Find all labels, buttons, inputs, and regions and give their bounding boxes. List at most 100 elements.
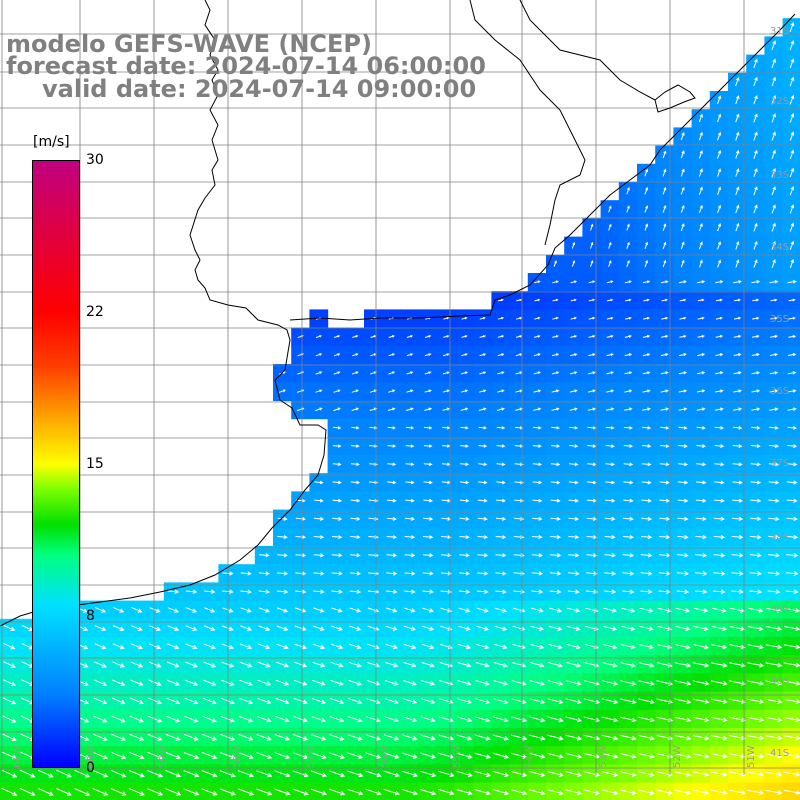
wind-arrow xyxy=(622,553,635,558)
wind-arrow xyxy=(570,316,577,320)
wind-arrow xyxy=(715,353,724,357)
wind-arrow xyxy=(765,716,783,723)
wind-arrow xyxy=(552,298,559,302)
wind-arrow xyxy=(530,643,545,650)
wind-arrow xyxy=(585,589,599,594)
wind-arrow xyxy=(457,698,472,704)
wind-arrow xyxy=(458,607,471,613)
wind-arrow xyxy=(640,553,653,558)
wind-arrow xyxy=(717,113,722,123)
wind-arrow xyxy=(644,223,649,231)
wind-arrow xyxy=(256,770,273,778)
wind-arrow xyxy=(751,407,761,411)
wind-arrow xyxy=(366,680,381,686)
wind-arrow xyxy=(608,241,612,249)
wind-arrow xyxy=(474,752,492,759)
wind-arrow xyxy=(698,241,703,250)
wind-arrow xyxy=(369,426,378,430)
wind-arrow xyxy=(165,733,181,741)
wind-arrow xyxy=(276,607,289,613)
wind-arrow xyxy=(717,95,722,105)
wind-arrow xyxy=(785,589,799,595)
wind-arrow xyxy=(497,316,504,320)
wind-arrow xyxy=(384,680,399,686)
wind-arrow xyxy=(784,607,800,613)
wind-arrow xyxy=(294,661,308,668)
wind-arrow xyxy=(569,371,578,375)
wind-arrow xyxy=(788,316,796,320)
wind-arrow xyxy=(765,771,783,777)
wind-arrow xyxy=(185,661,198,668)
wind-arrow xyxy=(697,298,705,302)
wind-arrow xyxy=(311,716,327,723)
wind-arrow xyxy=(659,462,670,467)
longitude-label: 53W xyxy=(598,745,609,768)
wind-arrow xyxy=(731,571,744,576)
wind-arrow xyxy=(510,752,528,759)
wind-arrow xyxy=(769,371,779,375)
wind-arrow xyxy=(751,353,760,357)
wind-arrow xyxy=(602,662,618,668)
wind-arrow xyxy=(623,426,633,430)
wind-arrow xyxy=(419,788,437,796)
wind-arrow xyxy=(624,316,632,320)
wind-arrow xyxy=(93,715,108,723)
wind-arrow xyxy=(240,607,252,613)
wind-arrow xyxy=(74,769,91,778)
wind-arrow xyxy=(313,571,325,576)
wind-arrow xyxy=(571,260,576,267)
wind-arrow xyxy=(384,698,399,704)
wind-arrow xyxy=(352,353,359,357)
wind-arrow xyxy=(765,680,783,686)
wind-arrow xyxy=(350,498,361,503)
wind-arrow xyxy=(619,716,637,723)
wind-arrow xyxy=(624,389,633,393)
wind-arrow xyxy=(531,571,544,576)
wind-arrow xyxy=(565,771,583,777)
wind-arrow xyxy=(350,535,361,540)
wind-arrow xyxy=(642,334,651,338)
wind-arrow xyxy=(621,607,636,613)
wind-arrow xyxy=(388,371,396,375)
wind-arrow xyxy=(258,643,271,650)
wind-arrow xyxy=(619,698,637,705)
longitude-label: 61W xyxy=(12,745,23,768)
wind-arrow xyxy=(92,788,109,796)
wind-arrow xyxy=(529,752,546,759)
wind-arrow xyxy=(717,222,722,232)
wind-arrow xyxy=(37,787,54,796)
latitude-label: 40S xyxy=(770,676,789,687)
wind-arrow xyxy=(641,516,653,521)
wind-arrow xyxy=(733,280,742,284)
wind-arrow xyxy=(333,371,341,375)
latitude-label: 35S xyxy=(770,314,789,325)
wind-arrow xyxy=(497,298,504,302)
wind-arrow xyxy=(459,571,471,576)
wind-arrow xyxy=(258,625,271,631)
wind-arrow xyxy=(403,643,417,650)
wind-arrow xyxy=(786,516,798,522)
wind-arrow xyxy=(532,534,543,540)
wind-arrow xyxy=(56,788,72,796)
wind-arrow xyxy=(165,752,181,760)
wind-arrow xyxy=(1,787,18,796)
wind-arrow xyxy=(677,516,689,521)
wind-arrow xyxy=(166,715,181,723)
wind-arrow xyxy=(638,753,655,759)
wind-arrow xyxy=(638,771,655,777)
wind-arrow xyxy=(129,733,145,741)
wind-arrow xyxy=(789,113,795,123)
wind-arrow xyxy=(424,353,432,357)
wind-arrow xyxy=(787,425,798,430)
wind-arrow xyxy=(695,571,708,576)
wind-arrow xyxy=(19,787,36,796)
wind-arrow xyxy=(219,788,236,796)
wind-arrow xyxy=(733,371,742,375)
wind-arrow xyxy=(386,589,398,594)
wind-arrow xyxy=(604,589,617,594)
wind-arrow xyxy=(751,425,761,430)
wind-arrow xyxy=(406,407,414,411)
wind-arrow xyxy=(403,661,417,668)
wind-arrow xyxy=(479,335,487,338)
